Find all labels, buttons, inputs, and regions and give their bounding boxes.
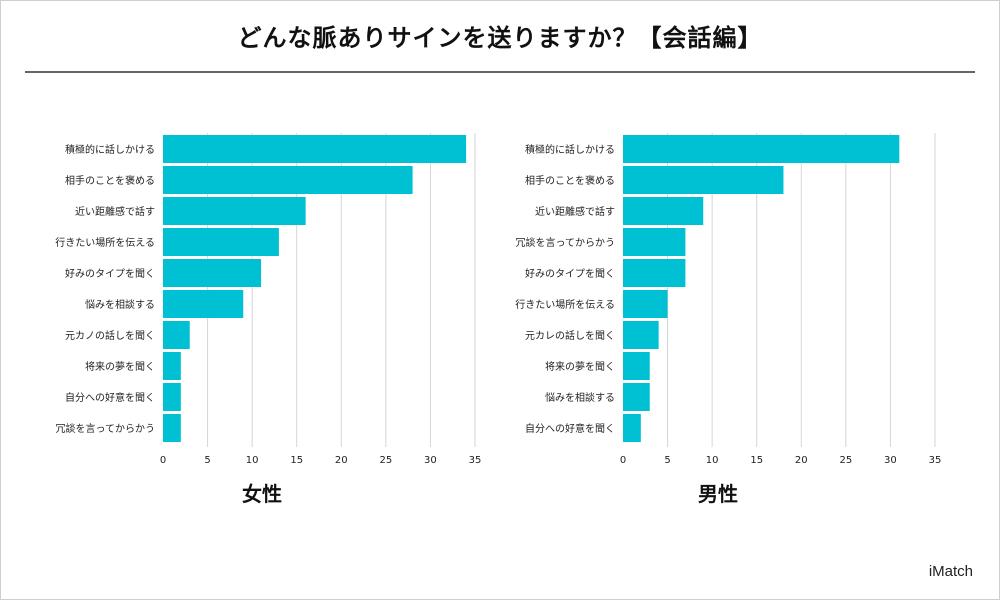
category-label-male-8: 悩みを相談する [545, 391, 615, 404]
bar-female-1 [163, 166, 413, 194]
bar-male-1 [623, 166, 784, 194]
bar-female-0 [163, 135, 467, 163]
x-tick-label-male-6: 30 [884, 455, 897, 466]
category-label-female-2: 近い距離感で話す [75, 205, 155, 218]
category-label-male-1: 相手のことを褒める [525, 174, 615, 187]
bar-female-5 [163, 290, 244, 318]
chart-female: 積極的に話しかける相手のことを褒める近い距離感で話す行きたい場所を伝える好みのタ… [55, 133, 482, 466]
bar-male-0 [623, 135, 900, 163]
x-tick-label-male-2: 10 [706, 455, 719, 466]
x-tick-label-male-1: 5 [664, 455, 670, 466]
bar-female-7 [163, 352, 181, 380]
bar-male-6 [623, 321, 659, 349]
bar-male-9 [623, 414, 641, 442]
category-label-female-0: 積極的に話しかける [65, 143, 155, 156]
x-tick-label-female-1: 5 [204, 455, 210, 466]
bar-male-5 [623, 290, 668, 318]
category-label-male-6: 元カレの話しを聞く [525, 329, 615, 342]
bar-male-4 [623, 259, 686, 287]
bar-male-2 [623, 197, 704, 225]
category-label-female-9: 冗談を言ってからかう [56, 422, 156, 435]
x-tick-label-female-5: 25 [379, 455, 392, 466]
category-label-female-6: 元カノの話しを聞く [65, 329, 155, 342]
category-label-female-7: 将来の夢を聞く [85, 360, 155, 373]
x-tick-label-male-7: 35 [929, 455, 942, 466]
category-label-male-5: 行きたい場所を伝える [515, 298, 615, 311]
category-label-male-3: 冗談を言ってからかう [516, 236, 616, 249]
brand-logo-text: iMatch [928, 563, 973, 580]
chart-title-male: 男性 [698, 482, 738, 506]
bar-female-8 [163, 383, 181, 411]
category-label-male-4: 好みのタイプを聞く [525, 268, 615, 280]
title-divider [25, 71, 975, 73]
x-tick-label-male-5: 25 [839, 455, 852, 466]
x-tick-label-female-4: 20 [335, 455, 348, 466]
category-label-female-4: 好みのタイプを聞く [65, 268, 155, 280]
x-tick-label-female-6: 30 [424, 455, 437, 466]
bar-male-7 [623, 352, 650, 380]
x-tick-label-female-2: 10 [246, 455, 259, 466]
bar-female-6 [163, 321, 190, 349]
x-tick-label-male-4: 20 [795, 455, 808, 466]
bar-female-3 [163, 228, 279, 256]
category-label-female-1: 相手のことを褒める [65, 174, 155, 187]
bar-male-3 [623, 228, 686, 256]
category-label-male-9: 自分への好意を聞く [525, 422, 615, 435]
x-tick-label-female-3: 15 [290, 455, 303, 466]
bar-female-2 [163, 197, 306, 225]
x-tick-label-male-3: 15 [750, 455, 763, 466]
category-label-female-8: 自分への好意を聞く [65, 391, 155, 404]
category-label-male-7: 将来の夢を聞く [545, 360, 615, 373]
x-tick-label-male-0: 0 [620, 455, 626, 466]
category-label-female-5: 悩みを相談する [85, 298, 155, 311]
category-label-female-3: 行きたい場所を伝える [55, 236, 155, 249]
category-label-male-2: 近い距離感で話す [535, 205, 615, 218]
bar-female-4 [163, 259, 262, 287]
x-tick-label-female-7: 35 [469, 455, 482, 466]
x-tick-label-female-0: 0 [160, 455, 166, 466]
chart-male: 積極的に話しかける相手のことを褒める近い距離感で話す冗談を言ってからかう好みのタ… [515, 133, 942, 466]
bar-female-9 [163, 414, 181, 442]
bar-male-8 [623, 383, 650, 411]
page-title: どんな脈ありサインを送りますか？【会話編】 [237, 24, 763, 52]
chart-title-female: 女性 [242, 482, 282, 506]
category-label-male-0: 積極的に話しかける [525, 143, 615, 156]
